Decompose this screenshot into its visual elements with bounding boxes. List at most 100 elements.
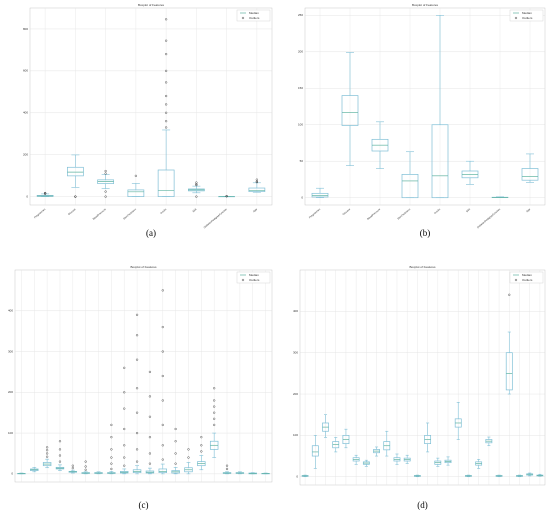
outlier — [174, 440, 177, 443]
outlier — [195, 181, 198, 184]
outlier — [135, 358, 139, 361]
outlier — [134, 174, 137, 177]
legend-label: Median — [522, 273, 532, 277]
outlier — [165, 81, 168, 84]
outlier — [46, 446, 49, 449]
outlier — [135, 313, 139, 316]
box — [311, 445, 319, 457]
subfigure-label: (b) — [420, 228, 431, 238]
outlier — [110, 462, 113, 465]
outlier — [213, 411, 216, 414]
outlier — [104, 195, 107, 198]
outlier — [104, 172, 107, 175]
outlier — [161, 444, 164, 447]
legend-box — [509, 9, 544, 22]
x-tick-label: BloodPressure — [367, 208, 382, 221]
y-tick-label: 300 — [8, 349, 13, 353]
outlier — [58, 440, 62, 443]
outlier — [148, 462, 152, 465]
outlier — [187, 456, 190, 459]
outlier — [148, 370, 152, 374]
outlier — [104, 190, 107, 193]
x-tick-label: Glucose — [342, 208, 351, 217]
legend-label: Median — [249, 273, 259, 277]
box — [67, 166, 84, 177]
outlier — [165, 18, 168, 21]
outlier — [161, 350, 164, 353]
outlier — [165, 69, 168, 72]
x-tick-label: BMI — [192, 208, 198, 213]
outlier — [135, 411, 139, 414]
box — [401, 174, 419, 199]
y-tick-label: 800 — [23, 27, 28, 31]
y-tick-label: 100 — [8, 431, 13, 435]
y-tick-label: 200 — [23, 152, 28, 156]
outlier — [165, 103, 168, 106]
x-tick-label: Insulin — [160, 208, 168, 215]
outlier — [195, 183, 198, 187]
box — [505, 352, 513, 391]
box — [341, 95, 359, 126]
outlier — [123, 407, 126, 410]
box — [431, 124, 449, 199]
box — [311, 192, 329, 198]
outlier — [123, 391, 126, 394]
outlier — [44, 191, 47, 195]
legend-box — [509, 271, 544, 284]
outlier — [135, 460, 139, 463]
x-tick-label: Glucose — [67, 208, 76, 217]
outlier — [165, 120, 168, 123]
outlier — [110, 436, 113, 439]
outlier — [46, 449, 49, 452]
outlier — [165, 126, 168, 129]
outlier — [161, 325, 164, 329]
legend-box — [236, 9, 271, 22]
outlier — [84, 468, 87, 471]
outlier — [123, 456, 126, 459]
x-tick-label: BloodPressure — [92, 208, 107, 221]
outlier — [187, 448, 190, 451]
y-tick-label: 400 — [23, 111, 28, 115]
outlier — [110, 448, 113, 451]
outlier — [148, 415, 152, 418]
outlier — [110, 423, 113, 427]
chart-title: Boxplot of Features — [138, 3, 165, 7]
subfigure-label: (a) — [146, 228, 156, 238]
plot-area — [29, 7, 273, 206]
x-tick-label: Age — [526, 208, 532, 214]
box — [157, 169, 175, 197]
outlier — [135, 448, 139, 451]
y-tick-label: 100 — [298, 123, 303, 127]
y-tick-label: 100 — [293, 433, 298, 437]
box — [127, 189, 145, 197]
outlier — [148, 452, 152, 455]
y-tick-label: 0 — [301, 196, 303, 200]
outlier — [225, 195, 228, 198]
outlier — [165, 111, 168, 114]
y-tick-label: 50 — [300, 159, 304, 163]
outlier — [123, 366, 126, 369]
box — [248, 187, 266, 192]
outlier — [161, 458, 164, 461]
outlier — [225, 467, 229, 471]
x-tick-label: Insulin — [434, 208, 442, 215]
y-tick-label: 200 — [8, 390, 13, 394]
legend-label: Outliers — [249, 16, 260, 20]
plot-area — [304, 7, 546, 206]
legend-box — [236, 271, 271, 284]
outlier — [174, 427, 177, 431]
legend-label: Outliers — [522, 16, 533, 20]
y-tick-label: 0 — [296, 475, 298, 479]
outlier — [213, 399, 216, 402]
outlier — [135, 431, 139, 435]
outlier — [110, 467, 113, 471]
outlier — [46, 452, 49, 455]
outlier — [165, 39, 168, 42]
outlier — [104, 169, 107, 173]
outlier — [135, 387, 139, 390]
legend-swatch — [241, 16, 245, 20]
y-tick-label: 0 — [26, 194, 28, 198]
chart-title: Boxplot of Features — [409, 265, 436, 269]
outlier — [84, 460, 87, 463]
y-tick-label: 400 — [8, 309, 13, 313]
